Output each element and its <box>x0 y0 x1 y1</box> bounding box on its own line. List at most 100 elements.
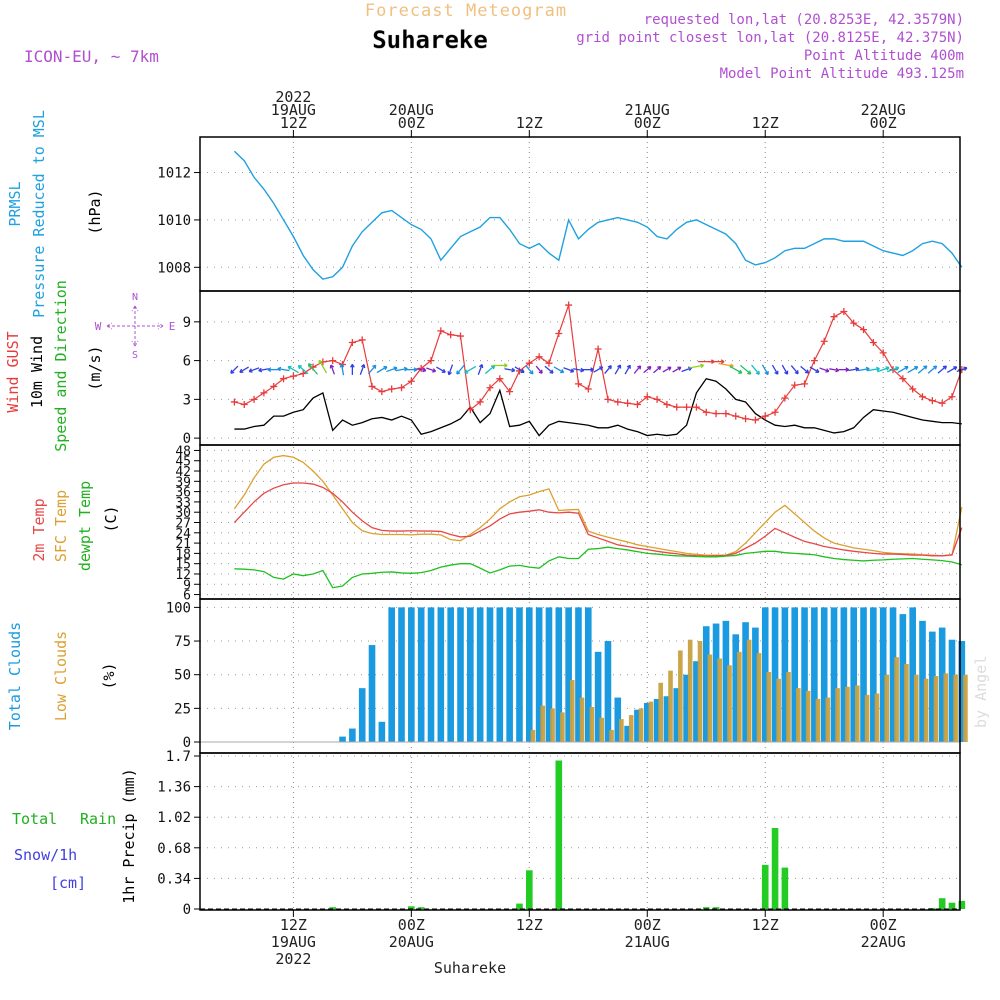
rain-bar <box>781 867 789 909</box>
gust-marker <box>289 372 297 380</box>
low-cloud-bar <box>628 715 634 742</box>
gust-marker <box>624 399 632 407</box>
wind-direction-arrow <box>800 365 809 374</box>
gust-marker <box>869 339 877 347</box>
gust-marker <box>466 406 474 414</box>
y-tick-label: 33 <box>175 496 191 511</box>
y-tick-label: 12 <box>175 568 191 583</box>
total-cloud-bar <box>506 607 513 742</box>
wind-direction-arrow <box>448 364 454 375</box>
model-label: ICON-EU, ~ 7km <box>24 47 159 66</box>
gust-marker <box>358 336 366 344</box>
wind-direction-arrow <box>907 366 919 374</box>
wind-arrowhead <box>329 364 335 369</box>
compass-east: E <box>169 320 176 333</box>
gust-marker <box>761 412 769 420</box>
wind-axis-title: 10m Wind <box>28 336 46 408</box>
low-cloud-bar <box>648 701 654 742</box>
gust-marker <box>280 375 288 383</box>
wind-arrowhead <box>953 366 958 371</box>
wind-arrowhead <box>422 367 427 373</box>
y-tick-label: 36 <box>175 486 191 501</box>
wind-arrowhead <box>248 368 253 373</box>
frame-layer <box>194 130 961 917</box>
low-cloud-bar <box>579 697 585 742</box>
gust-marker <box>830 313 838 321</box>
wind-arrowhead <box>825 368 830 373</box>
total-cloud-bar <box>948 639 956 742</box>
wind-arrowhead <box>914 366 919 371</box>
top-time-label: 19AUG <box>271 101 316 119</box>
low-cloud-bar <box>933 676 939 742</box>
wind-direction-arrow <box>573 368 584 372</box>
wind-arrowhead <box>267 367 272 373</box>
top-time-label: 12Z <box>516 114 543 132</box>
rain-bar <box>408 906 415 909</box>
total-cloud-bar <box>526 607 533 742</box>
bottom-time-label: 12Z <box>752 916 779 934</box>
wind-direction-arrow <box>643 366 652 374</box>
gust-marker <box>476 398 484 406</box>
y-tick-label: 25 <box>174 701 191 717</box>
wind-arrowhead <box>747 370 752 375</box>
wind-arrowhead <box>529 370 534 375</box>
total-cloud-bar <box>850 607 857 742</box>
y-tick-label: 48 <box>175 444 191 459</box>
wind-direction-arrow <box>277 367 290 372</box>
wind-arrowhead <box>700 363 705 369</box>
total-cloud-bar <box>604 641 612 742</box>
low-cloud-bar <box>668 670 673 742</box>
wind-direction-arrow <box>729 365 743 374</box>
total-cloud-bar <box>368 645 376 742</box>
y-tick-label: 1.02 <box>157 810 191 826</box>
y-tick-label: 0 <box>183 902 191 918</box>
y-tick-label: 21 <box>175 537 191 552</box>
y-tick-label: 0 <box>183 735 191 751</box>
low-cloud-bar <box>697 641 703 742</box>
gust-marker <box>712 410 720 418</box>
gust-marker <box>565 301 573 309</box>
gust-marker <box>437 327 445 335</box>
low-cloud-bar <box>953 674 958 742</box>
gust-marker <box>683 403 691 411</box>
wind-direction-arrow <box>633 365 642 374</box>
low-cloud-bar <box>943 673 949 742</box>
wind-direction-arrow <box>857 368 870 372</box>
wind-direction-arrow <box>367 364 377 375</box>
gust-marker <box>643 393 651 401</box>
wind-direction-arrow <box>477 364 483 375</box>
wind-direction-arrow <box>535 365 543 374</box>
wind-direction-arrow <box>624 364 631 375</box>
wind-direction-arrow <box>484 365 496 375</box>
low-cloud-bar <box>638 708 644 742</box>
low-cloud-bar <box>540 705 546 742</box>
rain-label: Rain <box>80 810 116 828</box>
total-cloud-bar <box>870 607 877 742</box>
2m-temp-line <box>233 482 963 557</box>
wind-arrowhead <box>804 369 810 374</box>
wind-direction-arrow <box>937 365 947 374</box>
gust-marker <box>368 382 376 390</box>
wind-direction-arrow <box>946 366 958 373</box>
y-tick-label: 45 <box>175 455 191 470</box>
wind-direction-arrow <box>819 367 830 372</box>
wind-direction-arrow <box>525 364 534 375</box>
y-tick-label: 0.68 <box>157 841 191 857</box>
total-cloud-bar <box>938 627 946 742</box>
panel-frame <box>199 136 961 292</box>
gust-marker <box>663 401 671 409</box>
wind-direction-arrow <box>761 364 769 375</box>
t2m-axis-title: 2m Temp <box>30 498 48 561</box>
y-tick-label: 39 <box>175 475 191 490</box>
wind-direction-axis-title: Speed and Direction <box>52 280 70 452</box>
total-cloud-bar <box>437 607 445 742</box>
wind-gust-line <box>234 304 963 421</box>
wind-direction-arrow <box>593 366 603 373</box>
total-cloud-bar <box>427 607 435 742</box>
y-tick-label: 9 <box>183 578 191 593</box>
wind-direction-arrow <box>416 368 426 372</box>
wind-direction-arrow <box>614 364 621 375</box>
wind-arrowhead <box>764 371 769 376</box>
wind-arrowhead <box>339 363 345 368</box>
gust-marker <box>270 382 278 390</box>
